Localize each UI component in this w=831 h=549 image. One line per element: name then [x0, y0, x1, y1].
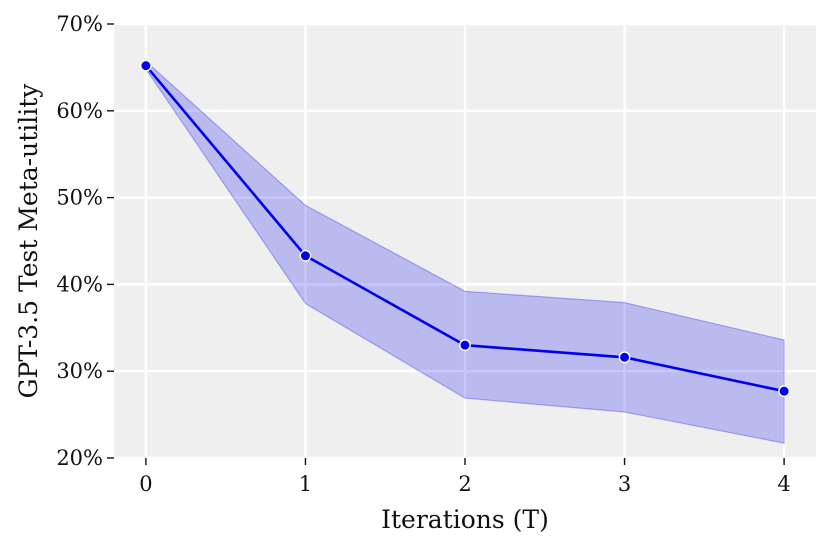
x-tick-label: 1: [299, 472, 312, 496]
data-point: [299, 249, 312, 262]
x-tick-label: 0: [139, 472, 152, 496]
x-axis-ticks: 0 1 2 3 4: [139, 458, 791, 496]
data-points-layer: [140, 59, 790, 398]
y-axis-title: GPT-3.5 Test Meta-utility: [14, 83, 43, 399]
x-tick-label: 4: [777, 472, 790, 496]
x-tick-label: 2: [458, 472, 471, 496]
y-tick-label: 60%: [56, 99, 103, 123]
data-point: [459, 339, 471, 352]
confidence-band-layer: [145, 59, 785, 444]
y-tick-label: 50%: [56, 186, 103, 210]
data-point: [778, 385, 790, 398]
data-point: [618, 351, 631, 364]
y-tick-label: 30%: [56, 359, 103, 383]
y-axis-ticks: 20% 30% 40% 50% 60% 70%: [56, 12, 114, 470]
y-tick-label: 20%: [56, 446, 103, 470]
x-tick-label: 3: [618, 472, 631, 496]
x-axis-title: Iterations (T): [381, 505, 549, 534]
data-point: [140, 59, 152, 72]
y-tick-label: 40%: [56, 272, 103, 296]
confidence-band: [145, 59, 785, 444]
y-tick-label: 70%: [56, 12, 103, 36]
grid: [114, 22, 816, 460]
